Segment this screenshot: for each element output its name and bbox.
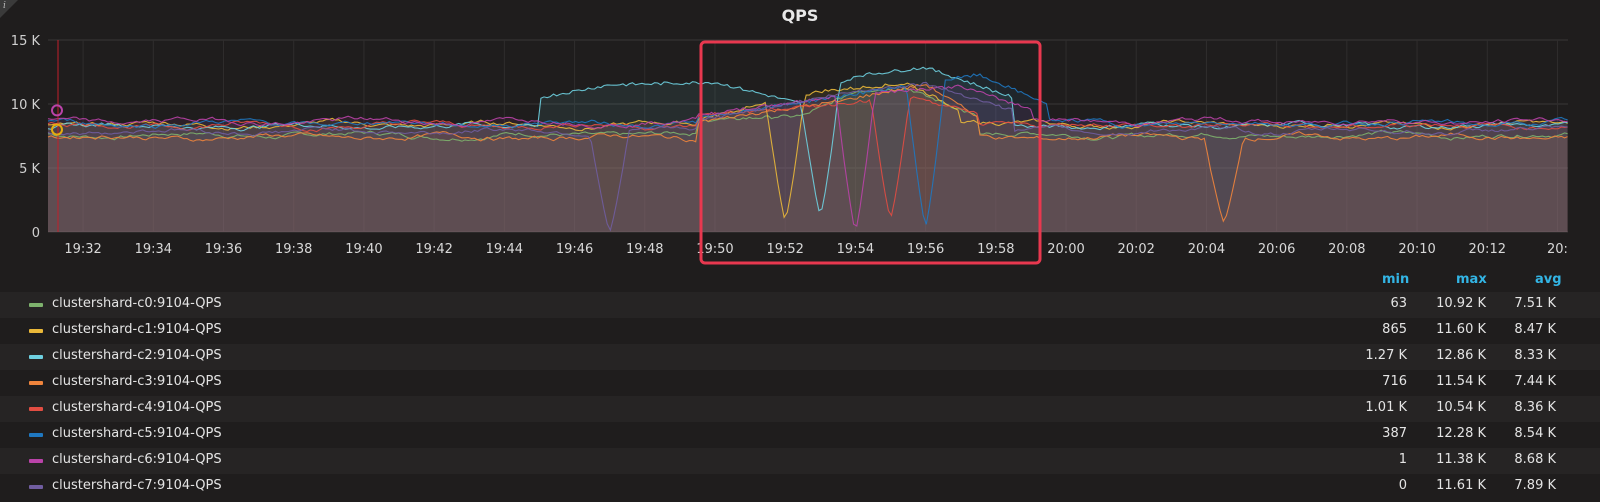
legend-series-name[interactable]: clustershard-c5:9104-QPS bbox=[52, 426, 222, 441]
legend-avg-value: 8.54 K bbox=[1514, 426, 1556, 441]
series-line-5[interactable] bbox=[47, 73, 1568, 225]
legend-col-avg[interactable]: avg bbox=[1535, 272, 1562, 287]
legend-series-name[interactable]: clustershard-c6:9104-QPS bbox=[52, 452, 222, 467]
annotation-marker[interactable] bbox=[51, 123, 63, 136]
legend-min-value: 0 bbox=[1398, 478, 1407, 493]
panel-info-corner[interactable] bbox=[0, 0, 18, 18]
series-lines bbox=[47, 66, 1568, 232]
x-tick-label: 19:52 bbox=[766, 242, 803, 257]
legend-row[interactable]: clustershard-c4:9104-QPS 1.01 K 10.54 K 8.3… bbox=[0, 396, 1600, 422]
legend-row[interactable]: clustershard-c7:9104-QPS 0 11.61 K 7.89 K bbox=[0, 474, 1600, 500]
x-tick-label: 20:04 bbox=[1188, 242, 1225, 257]
legend-max-value: 11.61 K bbox=[1436, 478, 1486, 493]
y-tick-label: 15 K bbox=[11, 34, 41, 49]
info-icon[interactable]: i bbox=[3, 1, 6, 11]
x-tick-label: 20:06 bbox=[1258, 242, 1295, 257]
x-tick-label: 19:58 bbox=[977, 242, 1014, 257]
legend-avg-value: 8.47 K bbox=[1514, 322, 1556, 337]
highlight-box bbox=[699, 40, 1042, 265]
series-color-swatch[interactable] bbox=[29, 303, 43, 307]
x-tick-label: 19:34 bbox=[135, 242, 172, 257]
legend-header: min max avg bbox=[0, 268, 1600, 292]
x-tick-label: 20:00 bbox=[1047, 242, 1084, 257]
legend-max-value: 11.60 K bbox=[1436, 322, 1486, 337]
legend-series-name[interactable]: clustershard-c3:9104-QPS bbox=[52, 374, 222, 389]
panel-title[interactable]: QPS bbox=[781, 6, 819, 25]
legend-row[interactable]: clustershard-c1:9104-QPS 865 11.60 K 8.47 K bbox=[0, 318, 1600, 344]
legend-avg-value: 7.44 K bbox=[1514, 374, 1556, 389]
series-area-3 bbox=[48, 84, 1568, 232]
legend-series-name[interactable]: clustershard-c2:9104-QPS bbox=[52, 348, 222, 363]
x-tick-label: 19:42 bbox=[415, 242, 452, 257]
x-tick-label: 19:48 bbox=[626, 242, 663, 257]
legend-avg-value: 7.51 K bbox=[1514, 296, 1556, 311]
series-color-swatch[interactable] bbox=[29, 329, 43, 333]
series-color-swatch[interactable] bbox=[29, 407, 43, 411]
series-line-3[interactable] bbox=[47, 83, 1568, 223]
legend-avg-value: 8.68 K bbox=[1514, 452, 1556, 467]
legend-row[interactable]: clustershard-c0:9104-QPS 63 10.92 K 7.51 K bbox=[0, 292, 1600, 318]
legend-max-value: 11.38 K bbox=[1436, 452, 1486, 467]
y-tick-label: 10 K bbox=[11, 98, 41, 113]
x-tick-label: 20:12 bbox=[1469, 242, 1506, 257]
legend: min max avg clustershard-c0:9104-QPS 63 10… bbox=[0, 268, 1600, 500]
plot-area bbox=[48, 40, 1568, 232]
series-color-swatch[interactable] bbox=[29, 485, 43, 489]
x-tick-label: 19:50 bbox=[696, 242, 733, 257]
x-tick-label: 20:02 bbox=[1117, 242, 1154, 257]
series-line-7[interactable] bbox=[47, 81, 1568, 232]
legend-min-value: 1.01 K bbox=[1365, 400, 1407, 415]
legend-max-value: 10.54 K bbox=[1436, 400, 1486, 415]
legend-max-value: 12.86 K bbox=[1436, 348, 1486, 363]
x-tick-label: 19:46 bbox=[556, 242, 593, 257]
x-tick-label: 19:38 bbox=[275, 242, 312, 257]
x-tick-label: 19:40 bbox=[345, 242, 382, 257]
series-area-5 bbox=[48, 74, 1568, 232]
legend-series-name[interactable]: clustershard-c0:9104-QPS bbox=[52, 296, 222, 311]
legend-max-value: 11.54 K bbox=[1436, 374, 1486, 389]
x-tick-label: 19:32 bbox=[64, 242, 101, 257]
y-tick-label: 5 K bbox=[19, 162, 40, 177]
legend-min-value: 865 bbox=[1382, 322, 1407, 337]
qps-chart[interactable]: 15 K 10 K 5 K 0 19:32 19:34 19:36 19:38 19:40 19:… bbox=[0, 0, 1600, 268]
legend-min-value: 716 bbox=[1382, 374, 1407, 389]
annotation-marker[interactable] bbox=[51, 104, 63, 117]
legend-min-value: 387 bbox=[1382, 426, 1407, 441]
x-tick-label: 20:08 bbox=[1328, 242, 1365, 257]
series-color-swatch[interactable] bbox=[29, 381, 43, 385]
x-tick-label: 19:44 bbox=[486, 242, 523, 257]
legend-series-name[interactable]: clustershard-c4:9104-QPS bbox=[52, 400, 222, 415]
legend-row[interactable]: clustershard-c2:9104-QPS 1.27 K 12.86 K 8.3… bbox=[0, 344, 1600, 370]
legend-max-value: 12.28 K bbox=[1436, 426, 1486, 441]
x-tick-label: 19:56 bbox=[907, 242, 944, 257]
legend-row[interactable]: clustershard-c5:9104-QPS 387 12.28 K 8.54 K bbox=[0, 422, 1600, 448]
legend-row[interactable]: clustershard-c3:9104-QPS 716 11.54 K 7.44 K bbox=[0, 370, 1600, 396]
legend-avg-value: 8.36 K bbox=[1514, 400, 1556, 415]
legend-max-value: 10.92 K bbox=[1436, 296, 1486, 311]
legend-series-name[interactable]: clustershard-c7:9104-QPS bbox=[52, 478, 222, 493]
series-area-7 bbox=[48, 82, 1568, 232]
legend-col-min[interactable]: min bbox=[1382, 272, 1410, 287]
y-tick-label: 0 bbox=[32, 226, 40, 241]
x-tick-label: 20: bbox=[1547, 242, 1568, 257]
series-color-swatch[interactable] bbox=[29, 355, 43, 359]
series-area-1 bbox=[48, 83, 1568, 232]
legend-avg-value: 7.89 K bbox=[1514, 478, 1556, 493]
legend-min-value: 1 bbox=[1398, 452, 1407, 467]
legend-row[interactable]: clustershard-c6:9104-QPS 1 11.38 K 8.68 K bbox=[0, 448, 1600, 474]
series-area-0 bbox=[48, 88, 1568, 232]
legend-avg-value: 8.33 K bbox=[1514, 348, 1556, 363]
legend-series-name[interactable]: clustershard-c1:9104-QPS bbox=[52, 322, 222, 337]
series-color-swatch[interactable] bbox=[29, 433, 43, 437]
legend-min-value: 63 bbox=[1390, 296, 1407, 311]
legend-min-value: 1.27 K bbox=[1365, 348, 1407, 363]
x-tick-label: 19:36 bbox=[205, 242, 242, 257]
series-color-swatch[interactable] bbox=[29, 459, 43, 463]
legend-col-max[interactable]: max bbox=[1456, 272, 1487, 287]
x-tick-label: 20:10 bbox=[1398, 242, 1435, 257]
x-tick-label: 19:54 bbox=[837, 242, 874, 257]
